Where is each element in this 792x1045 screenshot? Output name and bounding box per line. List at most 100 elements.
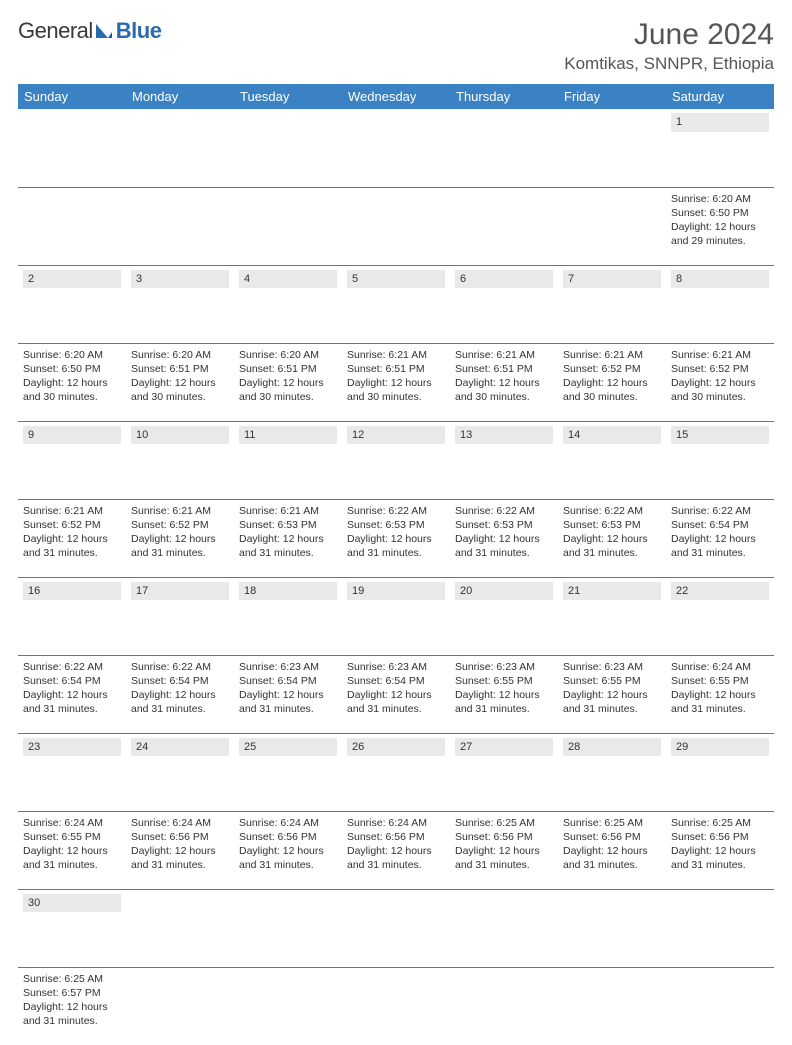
sunrise-text: Sunrise: 6:21 AM — [671, 348, 769, 362]
sunset-text: Sunset: 6:55 PM — [23, 830, 121, 844]
daylight-text: Daylight: 12 hours — [239, 844, 337, 858]
daylight-text: Daylight: 12 hours — [347, 376, 445, 390]
weekday-header: Tuesday — [234, 84, 342, 109]
day-number: 7 — [563, 270, 661, 289]
day-number: 9 — [23, 426, 121, 445]
empty-daynum — [239, 894, 337, 913]
day-number: 4 — [239, 270, 337, 289]
daynum-cell: 6 — [450, 265, 558, 343]
sunset-text: Sunset: 6:56 PM — [347, 830, 445, 844]
day-number: 25 — [239, 738, 337, 757]
sunset-text: Sunset: 6:56 PM — [131, 830, 229, 844]
calendar-cell: Sunrise: 6:20 AMSunset: 6:50 PMDaylight:… — [666, 187, 774, 265]
daylight-text: and 31 minutes. — [23, 858, 121, 872]
daynum-cell — [558, 889, 666, 967]
cell-content: Sunrise: 6:23 AMSunset: 6:55 PMDaylight:… — [455, 660, 553, 717]
sail-icon — [94, 22, 114, 40]
calendar-cell: Sunrise: 6:24 AMSunset: 6:55 PMDaylight:… — [666, 655, 774, 733]
daynum-cell: 16 — [18, 577, 126, 655]
sunrise-text: Sunrise: 6:22 AM — [455, 504, 553, 518]
sunset-text: Sunset: 6:54 PM — [347, 674, 445, 688]
calendar-cell: Sunrise: 6:20 AMSunset: 6:51 PMDaylight:… — [126, 343, 234, 421]
sunset-text: Sunset: 6:51 PM — [455, 362, 553, 376]
day-number: 27 — [455, 738, 553, 757]
sunrise-text: Sunrise: 6:24 AM — [347, 816, 445, 830]
sunset-text: Sunset: 6:54 PM — [23, 674, 121, 688]
cell-content: Sunrise: 6:24 AMSunset: 6:55 PMDaylight:… — [671, 660, 769, 717]
calendar-cell: Sunrise: 6:22 AMSunset: 6:54 PMDaylight:… — [666, 499, 774, 577]
daynum-row: 16171819202122 — [18, 577, 774, 655]
cell-content: Sunrise: 6:23 AMSunset: 6:55 PMDaylight:… — [563, 660, 661, 717]
sunset-text: Sunset: 6:54 PM — [239, 674, 337, 688]
calendar-cell — [234, 187, 342, 265]
calendar-row: Sunrise: 6:25 AMSunset: 6:57 PMDaylight:… — [18, 967, 774, 1045]
daylight-text: and 31 minutes. — [347, 858, 445, 872]
sunset-text: Sunset: 6:56 PM — [239, 830, 337, 844]
daylight-text: Daylight: 12 hours — [131, 688, 229, 702]
sunrise-text: Sunrise: 6:23 AM — [239, 660, 337, 674]
calendar-row: Sunrise: 6:21 AMSunset: 6:52 PMDaylight:… — [18, 499, 774, 577]
daynum-cell: 19 — [342, 577, 450, 655]
calendar-cell — [450, 187, 558, 265]
calendar-cell: Sunrise: 6:20 AMSunset: 6:51 PMDaylight:… — [234, 343, 342, 421]
sunrise-text: Sunrise: 6:23 AM — [347, 660, 445, 674]
day-number: 13 — [455, 426, 553, 445]
empty-daynum — [131, 113, 229, 132]
cell-content: Sunrise: 6:25 AMSunset: 6:56 PMDaylight:… — [563, 816, 661, 873]
calendar-cell: Sunrise: 6:24 AMSunset: 6:56 PMDaylight:… — [342, 811, 450, 889]
cell-content: Sunrise: 6:22 AMSunset: 6:53 PMDaylight:… — [563, 504, 661, 561]
daynum-cell: 14 — [558, 421, 666, 499]
daynum-cell: 9 — [18, 421, 126, 499]
day-number: 5 — [347, 270, 445, 289]
cell-content: Sunrise: 6:24 AMSunset: 6:55 PMDaylight:… — [23, 816, 121, 873]
empty-daynum — [23, 113, 121, 132]
daylight-text: and 31 minutes. — [23, 702, 121, 716]
daynum-cell — [666, 889, 774, 967]
daynum-cell: 12 — [342, 421, 450, 499]
daynum-cell: 2 — [18, 265, 126, 343]
daylight-text: Daylight: 12 hours — [131, 844, 229, 858]
day-number: 19 — [347, 582, 445, 601]
daynum-row: 2345678 — [18, 265, 774, 343]
cell-content: Sunrise: 6:20 AMSunset: 6:51 PMDaylight:… — [131, 348, 229, 405]
daynum-cell: 23 — [18, 733, 126, 811]
sunset-text: Sunset: 6:57 PM — [23, 986, 121, 1000]
daylight-text: Daylight: 12 hours — [23, 844, 121, 858]
sunrise-text: Sunrise: 6:21 AM — [347, 348, 445, 362]
sunset-text: Sunset: 6:54 PM — [131, 674, 229, 688]
daylight-text: and 31 minutes. — [455, 858, 553, 872]
calendar-cell: Sunrise: 6:25 AMSunset: 6:56 PMDaylight:… — [558, 811, 666, 889]
weekday-header: Sunday — [18, 84, 126, 109]
header: General Blue June 2024 Komtikas, SNNPR, … — [18, 18, 774, 74]
daylight-text: and 31 minutes. — [239, 702, 337, 716]
sunset-text: Sunset: 6:51 PM — [239, 362, 337, 376]
day-number: 20 — [455, 582, 553, 601]
empty-daynum — [131, 894, 229, 913]
calendar-cell — [126, 967, 234, 1045]
sunrise-text: Sunrise: 6:22 AM — [563, 504, 661, 518]
daylight-text: Daylight: 12 hours — [131, 376, 229, 390]
daynum-cell: 11 — [234, 421, 342, 499]
empty-daynum — [347, 113, 445, 132]
sunrise-text: Sunrise: 6:23 AM — [455, 660, 553, 674]
sunrise-text: Sunrise: 6:21 AM — [239, 504, 337, 518]
day-number: 16 — [23, 582, 121, 601]
calendar-cell: Sunrise: 6:23 AMSunset: 6:55 PMDaylight:… — [450, 655, 558, 733]
daynum-cell — [342, 109, 450, 187]
sunset-text: Sunset: 6:50 PM — [671, 206, 769, 220]
daynum-cell — [126, 109, 234, 187]
cell-content: Sunrise: 6:22 AMSunset: 6:54 PMDaylight:… — [131, 660, 229, 717]
calendar-row: Sunrise: 6:20 AMSunset: 6:50 PMDaylight:… — [18, 343, 774, 421]
cell-content: Sunrise: 6:21 AMSunset: 6:52 PMDaylight:… — [563, 348, 661, 405]
daynum-cell — [234, 109, 342, 187]
sunset-text: Sunset: 6:52 PM — [563, 362, 661, 376]
daynum-cell — [450, 109, 558, 187]
daynum-cell: 30 — [18, 889, 126, 967]
day-number: 1 — [671, 113, 769, 132]
logo: General Blue — [18, 18, 161, 44]
empty-daynum — [563, 113, 661, 132]
daynum-cell: 29 — [666, 733, 774, 811]
empty-daynum — [455, 113, 553, 132]
sunrise-text: Sunrise: 6:21 AM — [23, 504, 121, 518]
empty-daynum — [563, 894, 661, 913]
